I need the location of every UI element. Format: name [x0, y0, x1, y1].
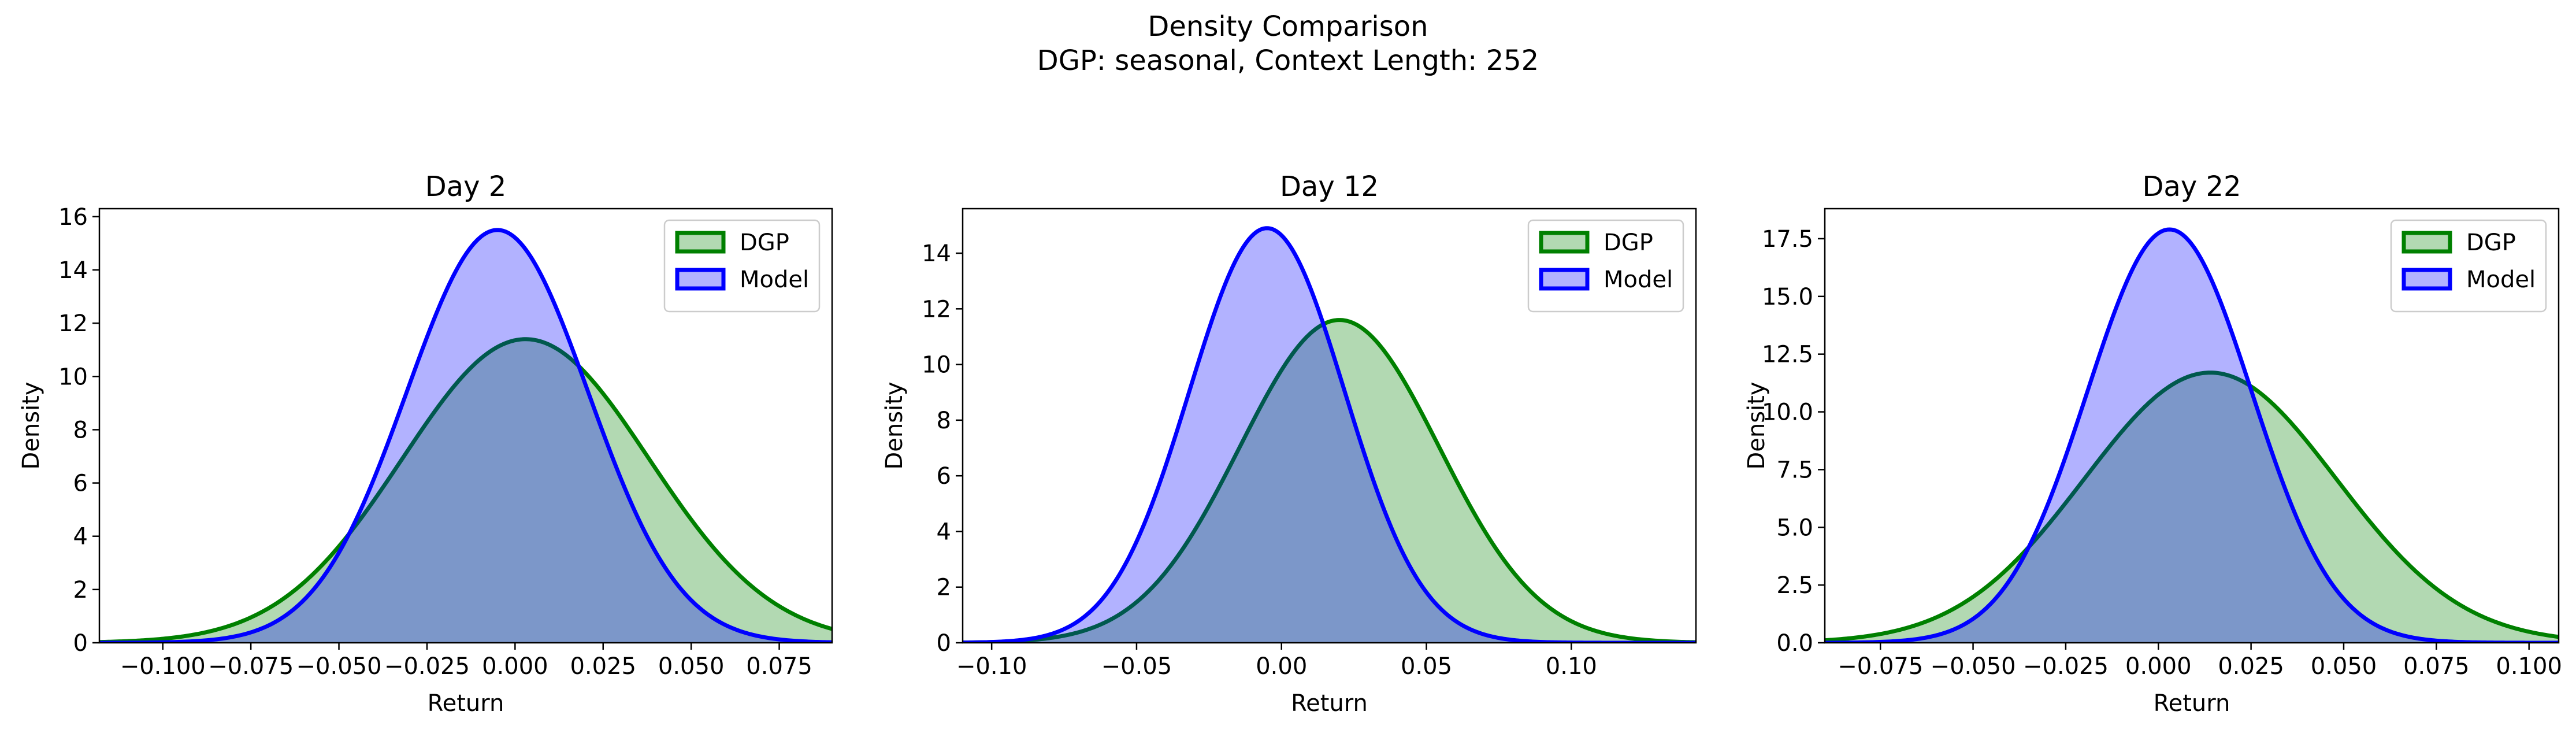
- dgp-density-line: [1825, 371, 2559, 643]
- y-tick-label: 14: [922, 240, 951, 267]
- x-tick-label: 0.05: [1401, 653, 1452, 680]
- legend-swatch-dgp: [2401, 231, 2452, 254]
- x-tick-label: −0.100: [120, 653, 206, 680]
- legend-swatch-dgp: [675, 231, 726, 254]
- x-tick-label: −0.050: [1931, 653, 2016, 680]
- y-tick-label: 17.5: [1762, 226, 1813, 253]
- x-tick-label: 0.050: [658, 653, 725, 680]
- model-density-area: [1825, 229, 2559, 643]
- y-tick-label: 7.5: [1776, 457, 1813, 483]
- y-tick-label: 10: [922, 352, 951, 379]
- y-tick-label: 6: [73, 471, 88, 497]
- legend-swatch-model: [1539, 268, 1590, 291]
- y-tick-label: 2: [73, 577, 88, 603]
- x-tick-label: 0.025: [570, 653, 636, 680]
- x-tick-label: −0.075: [208, 653, 294, 680]
- dgp-density-area: [1825, 372, 2559, 643]
- x-tick-label: −0.025: [384, 653, 470, 680]
- y-tick-label: 15.0: [1762, 284, 1813, 310]
- model-density-line: [1825, 227, 2559, 643]
- model-density-area: [99, 229, 832, 643]
- panel-title: Day 22: [2142, 171, 2241, 203]
- y-tick-label: 14: [58, 257, 88, 284]
- y-tick-label: 8: [937, 408, 951, 434]
- model-density-line: [99, 228, 832, 643]
- x-tick-label: 0.000: [482, 653, 548, 680]
- y-axis-label: Density: [18, 382, 44, 469]
- x-tick-label: 0.100: [2496, 653, 2562, 680]
- x-tick-label: 0.00: [1256, 653, 1307, 680]
- panel-title: Day 12: [1280, 171, 1379, 203]
- y-tick-label: 4: [937, 519, 951, 545]
- legend-label-dgp: DGP: [740, 229, 789, 256]
- x-tick-label: −0.025: [2023, 653, 2109, 680]
- y-tick-label: 0.0: [1776, 630, 1813, 657]
- x-tick-label: −0.075: [1838, 653, 1923, 680]
- legend-swatch-dgp: [1539, 231, 1590, 254]
- panel-title: Day 2: [425, 171, 507, 203]
- y-tick-label: 4: [73, 524, 88, 550]
- x-axis-label: Return: [2154, 690, 2230, 717]
- figure-title: Density Comparison: [1148, 10, 1428, 43]
- dgp-density-line: [963, 318, 1696, 643]
- y-tick-label: 10: [58, 364, 88, 390]
- legend-label-model: Model: [2466, 266, 2536, 293]
- x-tick-label: −0.050: [296, 653, 382, 680]
- y-tick-label: 0: [937, 630, 951, 657]
- y-tick-label: 12: [58, 310, 88, 337]
- y-tick-label: 2.5: [1776, 572, 1813, 599]
- plot-frame: [98, 208, 833, 644]
- x-axis-label: Return: [1291, 690, 1368, 717]
- x-tick-label: 0.10: [1546, 653, 1597, 680]
- day-2-panel: −0.100 −0.075 −0.050 −0.025 0.000 0.025 0.050 0…: [18, 171, 833, 717]
- plot-frame: [962, 208, 1697, 644]
- legend: DGP Model: [1527, 219, 1684, 313]
- legend-label-dgp: DGP: [2466, 229, 2516, 256]
- y-tick-label: 12: [922, 296, 951, 323]
- y-tick-label: 12.5: [1762, 342, 1813, 368]
- y-tick-label: 10.0: [1762, 399, 1813, 426]
- legend-label-dgp: DGP: [1603, 229, 1653, 256]
- y-tick-label: 5.0: [1776, 514, 1813, 541]
- dgp-density-area: [963, 320, 1696, 643]
- legend: DGP Model: [663, 219, 821, 313]
- legend-swatch-model: [675, 268, 726, 291]
- x-tick-label: 0.075: [2403, 653, 2470, 680]
- x-axis-label: Return: [428, 690, 504, 717]
- figure-subtitle: DGP: seasonal, Context Length: 252: [1037, 45, 1539, 77]
- y-tick-label: 16: [58, 204, 88, 231]
- plot-frame: [1824, 208, 2560, 644]
- plot-area: [1825, 227, 2559, 643]
- x-tick-label: 0.050: [2311, 653, 2377, 680]
- y-tick-label: 0: [73, 630, 88, 657]
- x-tick-label: −0.05: [1101, 653, 1172, 680]
- plot-area: [99, 228, 832, 643]
- dgp-density-area: [99, 339, 832, 643]
- legend-label-model: Model: [1603, 266, 1673, 293]
- y-tick-label: 2: [937, 575, 951, 601]
- model-density-area: [963, 228, 1696, 643]
- day-22-panel: −0.075 −0.050 −0.025 0.000 0.025 0.050 0.075 0.…: [1743, 171, 2562, 717]
- legend-swatch-model: [2401, 268, 2452, 291]
- day-12-panel: −0.10 −0.05 0.00 0.05 0.10 0 2 4 6 8 10 12 14 Day 12 R…: [881, 171, 1697, 717]
- y-axis-label: Density: [1743, 382, 1770, 469]
- dgp-density-line: [99, 337, 832, 643]
- x-tick-label: −0.10: [956, 653, 1027, 680]
- legend-label-model: Model: [740, 266, 809, 293]
- x-tick-label: 0.075: [746, 653, 812, 680]
- y-axis-label: Density: [881, 382, 908, 469]
- x-tick-label: 0.000: [2125, 653, 2192, 680]
- y-tick-label: 6: [937, 463, 951, 490]
- y-tick-label: 8: [73, 417, 88, 443]
- x-tick-label: 0.025: [2218, 653, 2284, 680]
- legend: DGP Model: [2390, 219, 2547, 313]
